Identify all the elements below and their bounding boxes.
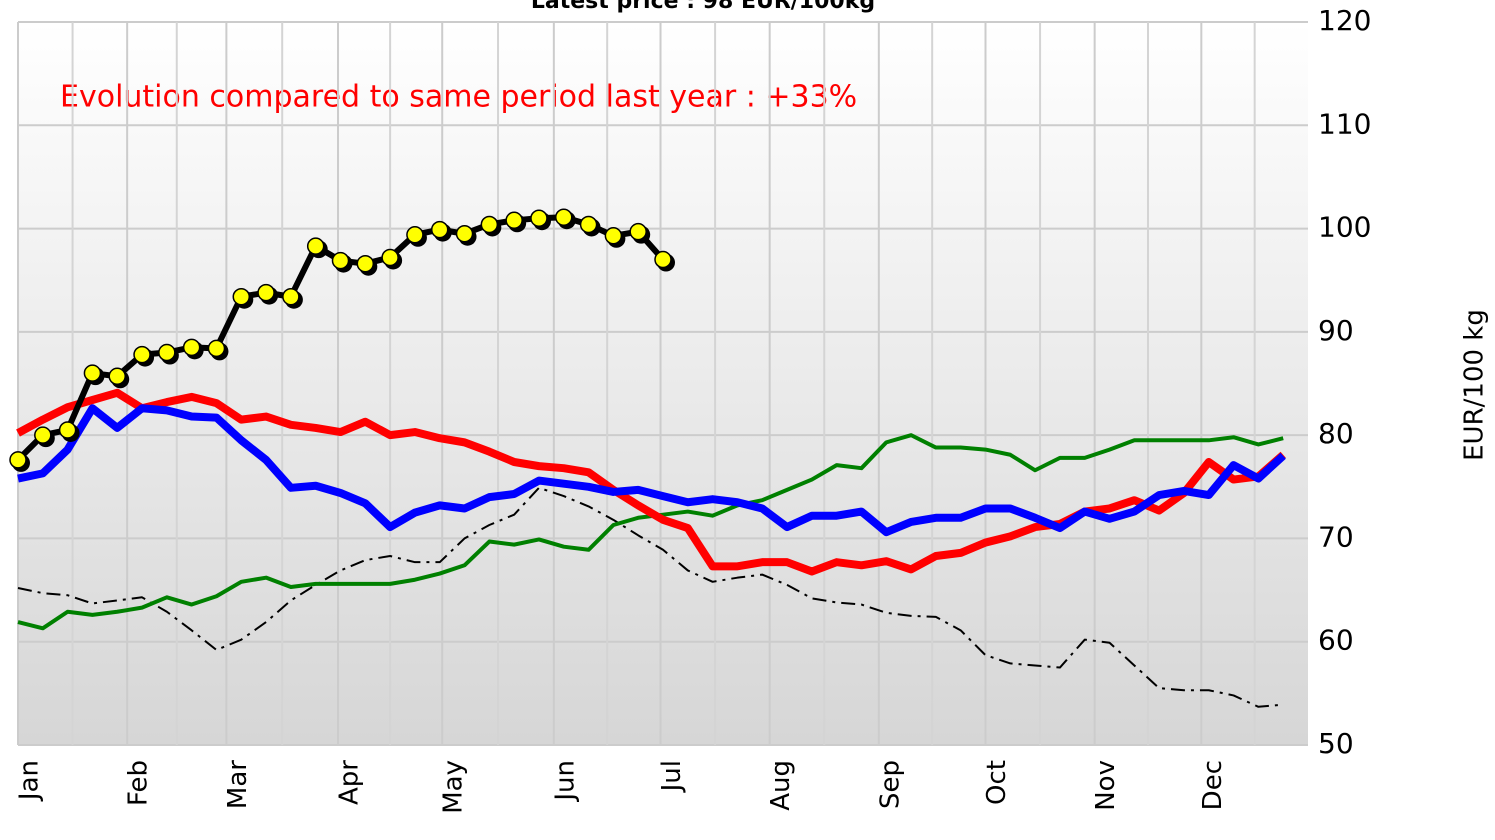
marker (455, 224, 474, 243)
marker (133, 345, 151, 364)
marker (629, 222, 647, 241)
y-tick-label: 60 (1318, 624, 1354, 657)
marker (331, 251, 350, 270)
marker (604, 227, 623, 245)
x-tick-label: Jul (657, 760, 687, 793)
x-tick-label: May (439, 760, 469, 814)
y-axis-label: EUR/100 kg (1460, 309, 1490, 461)
marker (530, 209, 548, 227)
marker (182, 338, 201, 357)
marker (58, 421, 77, 439)
x-tick-label: Aug (766, 760, 796, 811)
marker (306, 237, 325, 255)
marker (34, 426, 52, 444)
marker (480, 215, 499, 234)
x-tick-label: Feb (124, 760, 154, 806)
marker (430, 220, 449, 239)
series-line (17, 486, 1284, 708)
x-tick-label: Jun (550, 760, 580, 803)
plot-area (18, 22, 1308, 745)
y-tick-label: 80 (1318, 417, 1354, 450)
marker (282, 287, 300, 306)
marker (356, 254, 375, 273)
x-tick-label: Oct (982, 760, 1012, 805)
x-tick-label: Apr (335, 760, 365, 805)
y-tick-label: 120 (1318, 4, 1371, 37)
marker (257, 283, 275, 302)
marker (555, 208, 573, 226)
y-tick-label: 110 (1318, 107, 1371, 140)
chart-title: Latest price : 98 EUR/100kg (531, 0, 875, 14)
series-line (17, 404, 1286, 537)
x-tick-label: Mar (223, 760, 253, 809)
marker (232, 287, 251, 306)
marker (83, 364, 102, 382)
y-tick-label: 50 (1318, 727, 1354, 760)
marker (505, 211, 523, 230)
marker (579, 215, 598, 234)
grid (17, 21, 1308, 746)
x-tick-label: Sep (875, 760, 905, 809)
marker (158, 343, 176, 362)
marker (207, 339, 226, 358)
x-tick-label: Jan (15, 760, 45, 802)
x-tick-label: Nov (1091, 760, 1121, 811)
y-tick-label: 70 (1318, 520, 1354, 553)
x-tick-label: Dec (1198, 760, 1228, 810)
annotation: Evolution compared to same period last y… (60, 80, 857, 115)
marker (108, 367, 126, 386)
y-tick-label: 100 (1318, 211, 1371, 244)
marker (9, 451, 27, 469)
marker (406, 226, 424, 244)
marker (381, 248, 399, 267)
marker (654, 250, 672, 269)
y-tick-label: 90 (1318, 314, 1354, 347)
